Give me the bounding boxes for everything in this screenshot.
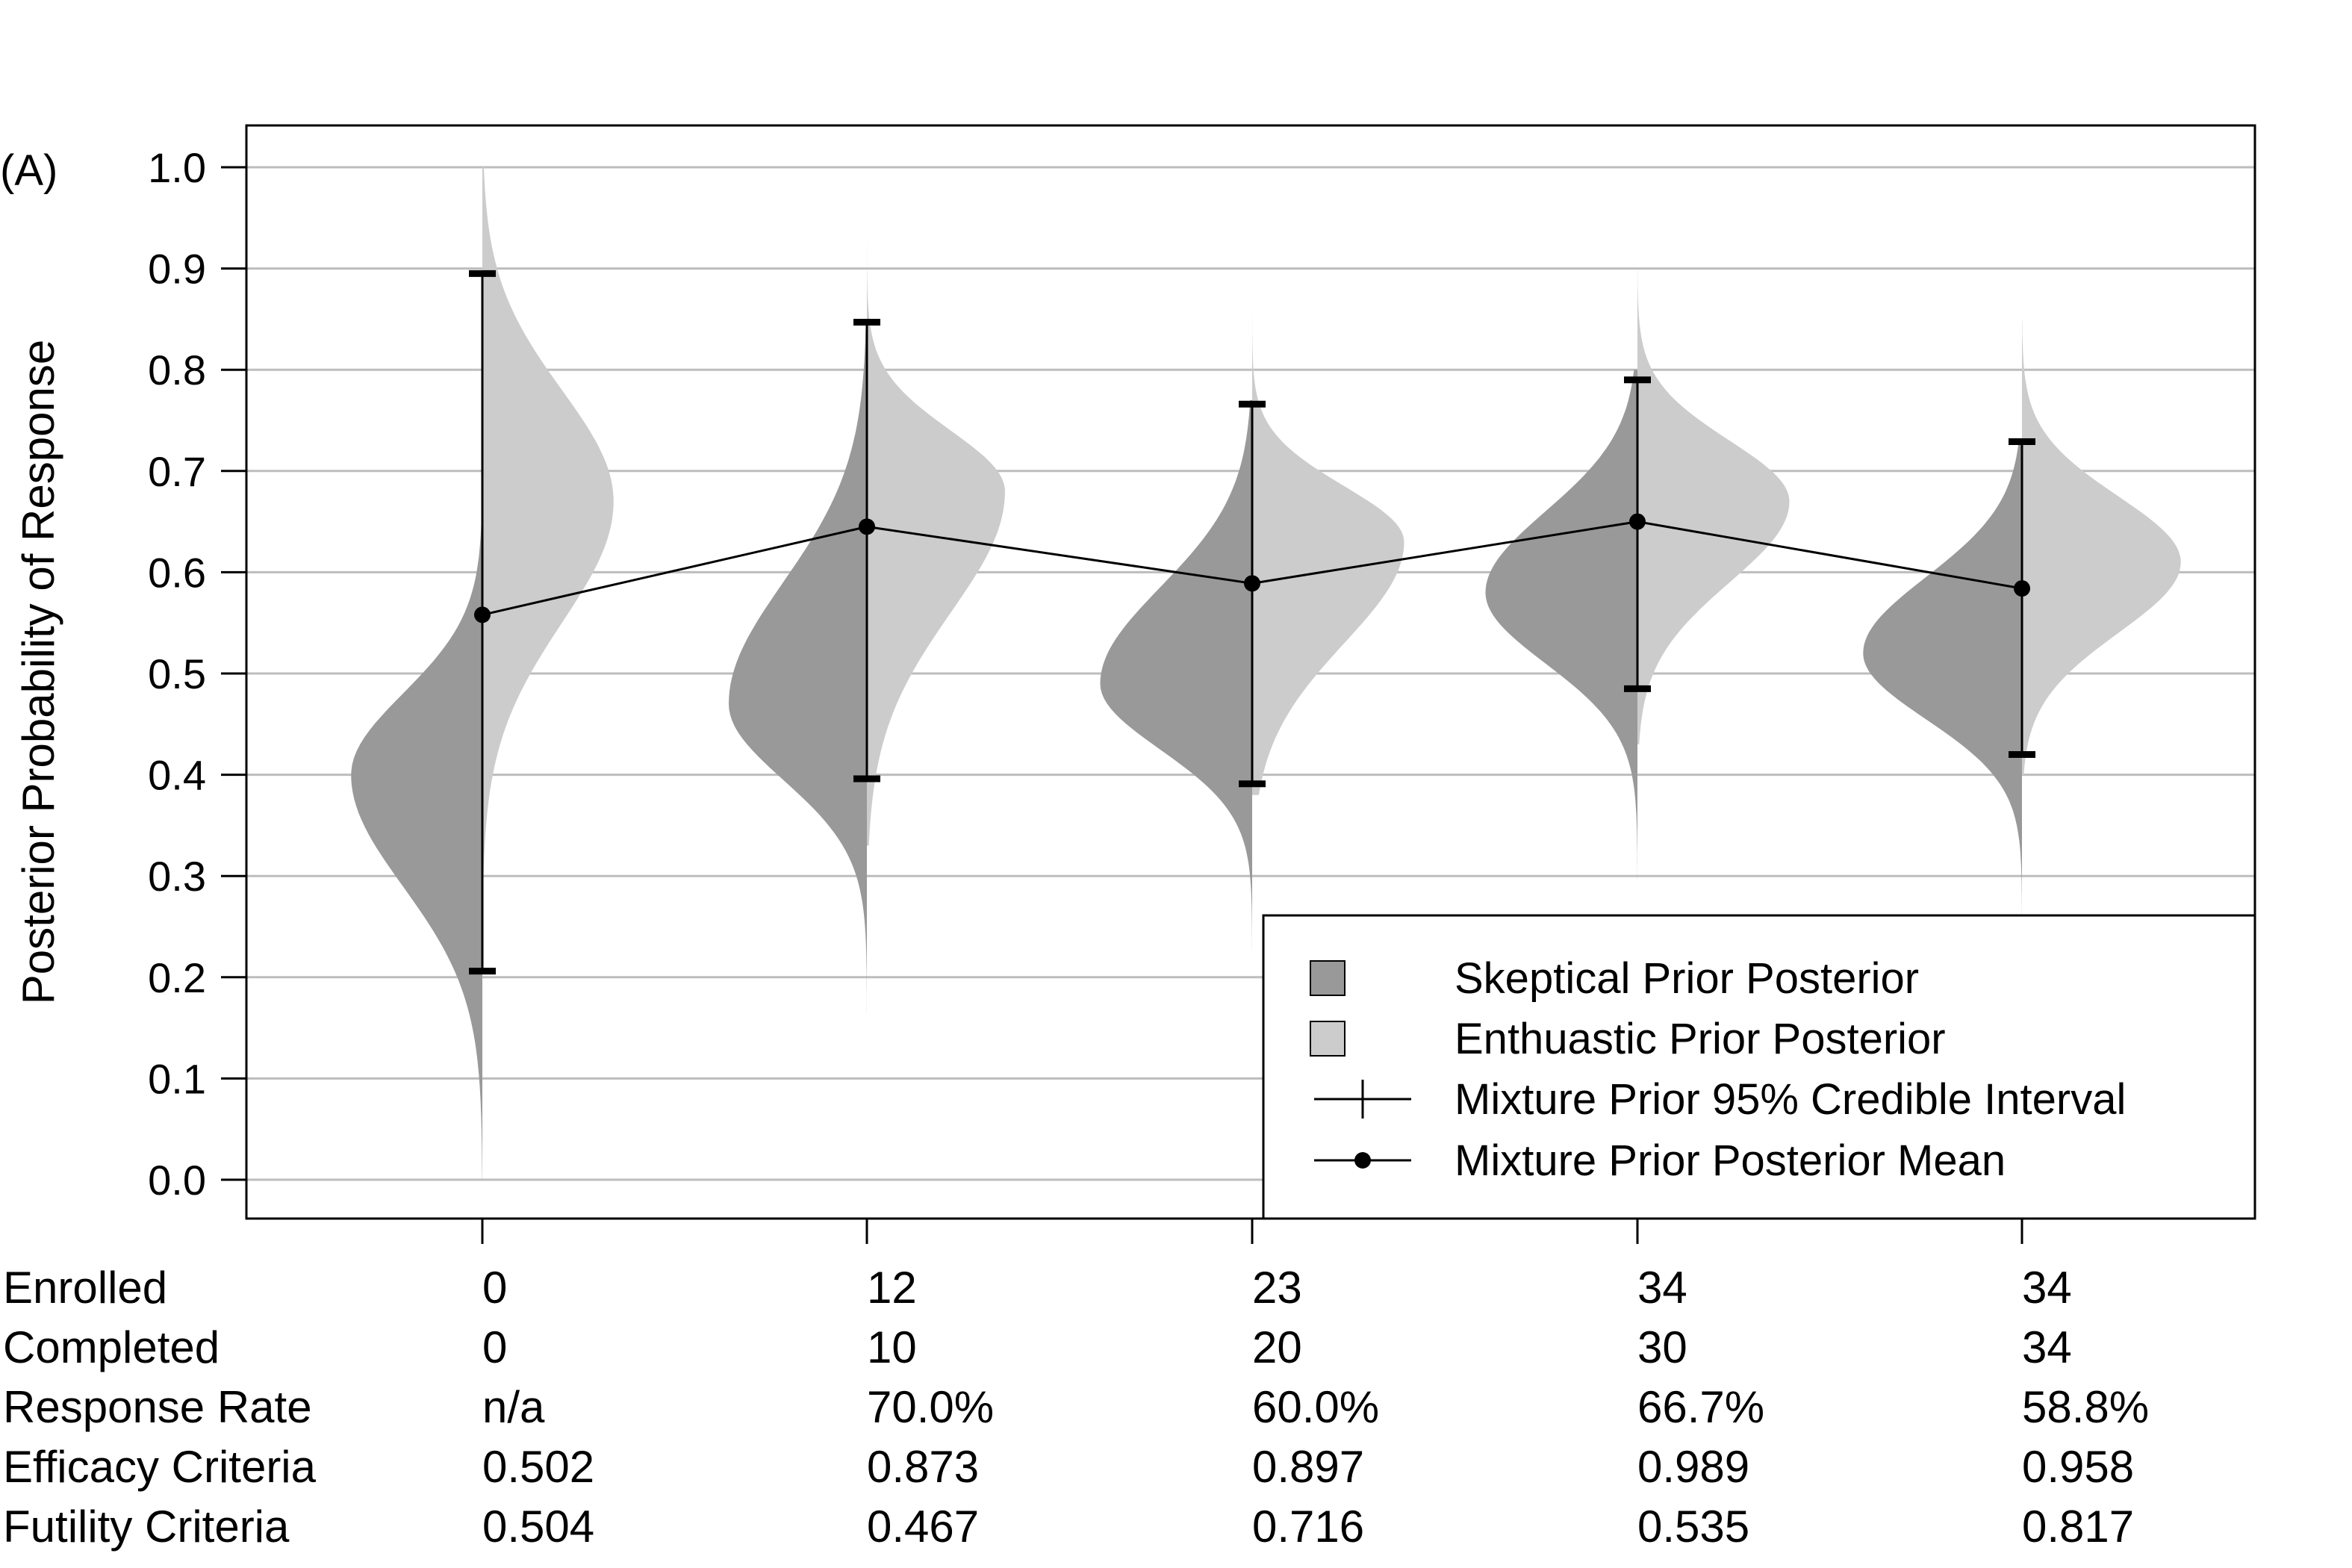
table-cell: 66.7% [1637, 1382, 1764, 1432]
table-row-label: Futility Criteria [3, 1502, 290, 1552]
table-cell: 34 [2022, 1322, 2072, 1372]
skeptical-violin-3 [1485, 370, 1637, 897]
y-tick-label: 0.4 [148, 752, 206, 799]
legend: Skeptical Prior Posterior Enthuastic Pri… [1262, 914, 2256, 1220]
violins [351, 167, 2181, 1180]
enthusiastic-violin-1 [867, 197, 1005, 846]
table-cell: 60.0% [1252, 1382, 1379, 1432]
table-cell: 0.535 [1637, 1502, 1749, 1552]
y-tick-label: 0.6 [148, 549, 206, 596]
table-cell: 0.502 [482, 1442, 594, 1492]
legend-label-enthusiastic: Enthuastic Prior Posterior [1455, 1015, 1946, 1063]
skeptical-violin-2 [1100, 399, 1252, 998]
panel-label: (A) [0, 146, 57, 195]
y-tick-label: 0.1 [148, 1055, 206, 1102]
table-cell: 0 [482, 1322, 507, 1372]
table-row-label: Completed [3, 1322, 220, 1372]
legend-swatch-enthusiastic [1310, 1021, 1345, 1057]
legend-box [1262, 914, 2256, 1220]
table-row-label: Response Rate [3, 1382, 312, 1432]
table-cell: 0.873 [867, 1442, 979, 1492]
mean-point-2 [1244, 575, 1260, 592]
y-tick-label: 0.7 [148, 448, 206, 495]
table-cell: 0.897 [1252, 1442, 1364, 1492]
table-cell: 0.467 [867, 1502, 979, 1552]
legend-label-skeptical: Skeptical Prior Posterior [1455, 954, 1919, 1003]
table-cell: 0.989 [1637, 1442, 1749, 1492]
table-row-label: Efficacy Criteria [3, 1442, 317, 1492]
enthusiastic-violin-2 [1252, 268, 1404, 795]
table-cell: 0.504 [482, 1502, 594, 1552]
table-cell: 0.958 [2022, 1442, 2134, 1492]
table-cell: 10 [867, 1322, 917, 1372]
y-tick-label: 1.0 [148, 144, 206, 191]
skeptical-violin-1 [729, 319, 867, 1028]
legend-symbol-mean-dot [1354, 1152, 1371, 1169]
y-tick-label: 0.3 [148, 853, 206, 900]
table-cell: 0 [482, 1263, 507, 1313]
posterior-mean-series [474, 513, 2030, 623]
y-axis-label: Posterior Probability of Response [13, 340, 63, 1004]
y-tick-label: 0.0 [148, 1157, 206, 1204]
x-axis [481, 1219, 2023, 1244]
table-cell: 34 [1637, 1263, 1687, 1313]
y-tick-label: 0.8 [148, 346, 206, 393]
legend-swatch-skeptical [1310, 960, 1345, 996]
mean-point-0 [474, 606, 491, 623]
table-cell: 34 [2022, 1263, 2072, 1313]
legend-label-mean: Mixture Prior Posterior Mean [1455, 1136, 2006, 1185]
y-tick-label: 0.2 [148, 954, 206, 1001]
skeptical-violin-0 [351, 349, 482, 1180]
table-cell: 23 [1252, 1263, 1302, 1313]
mean-point-1 [859, 518, 875, 535]
enthusiastic-violin-4 [2022, 319, 2181, 775]
table-cell: 58.8% [2022, 1382, 2149, 1432]
skeptical-violin-4 [1863, 441, 2022, 917]
table-cell: 0.716 [1252, 1502, 1364, 1552]
table-cell: 12 [867, 1263, 917, 1313]
table-cell: 30 [1637, 1322, 1687, 1372]
table-cell: 0.817 [2022, 1502, 2134, 1552]
table-row-label: Enrolled [3, 1263, 167, 1313]
y-tick-label: 0.9 [148, 246, 206, 293]
y-axis: 0.0 0.1 0.2 0.3 0.4 0.5 0.6 0.7 0.8 0.9 1.0 [148, 125, 248, 1219]
table-cell: 20 [1252, 1322, 1302, 1372]
mean-point-4 [2014, 580, 2030, 597]
table-cell: 70.0% [867, 1382, 994, 1432]
enthusiastic-violin-0 [482, 167, 614, 917]
y-tick-label: 0.5 [148, 650, 206, 697]
enthusiastic-violin-3 [1637, 268, 1790, 744]
legend-label-interval: Mixture Prior 95% Credible Interval [1455, 1075, 2126, 1124]
table-cell: n/a [482, 1382, 545, 1432]
mean-point-3 [1629, 513, 1646, 530]
interim-summary-table: Enrolled Completed Response Rate Efficacy C… [3, 1263, 2149, 1552]
